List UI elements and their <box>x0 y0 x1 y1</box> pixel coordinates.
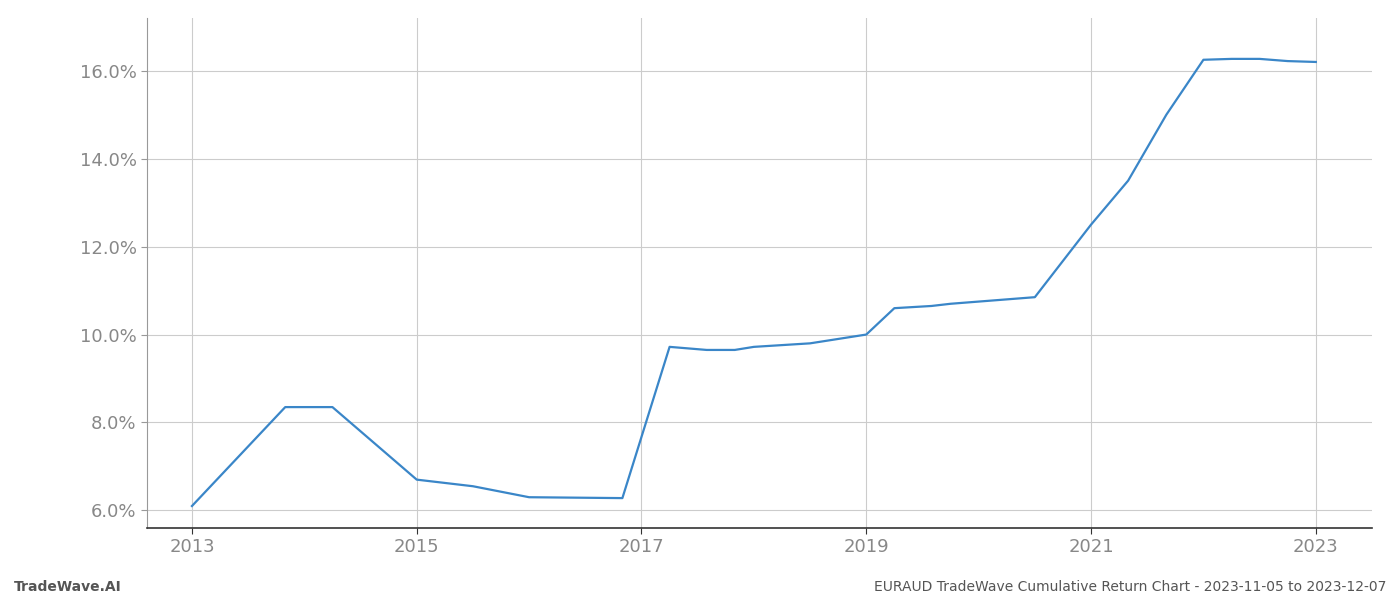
Text: EURAUD TradeWave Cumulative Return Chart - 2023-11-05 to 2023-12-07: EURAUD TradeWave Cumulative Return Chart… <box>874 580 1386 594</box>
Text: TradeWave.AI: TradeWave.AI <box>14 580 122 594</box>
